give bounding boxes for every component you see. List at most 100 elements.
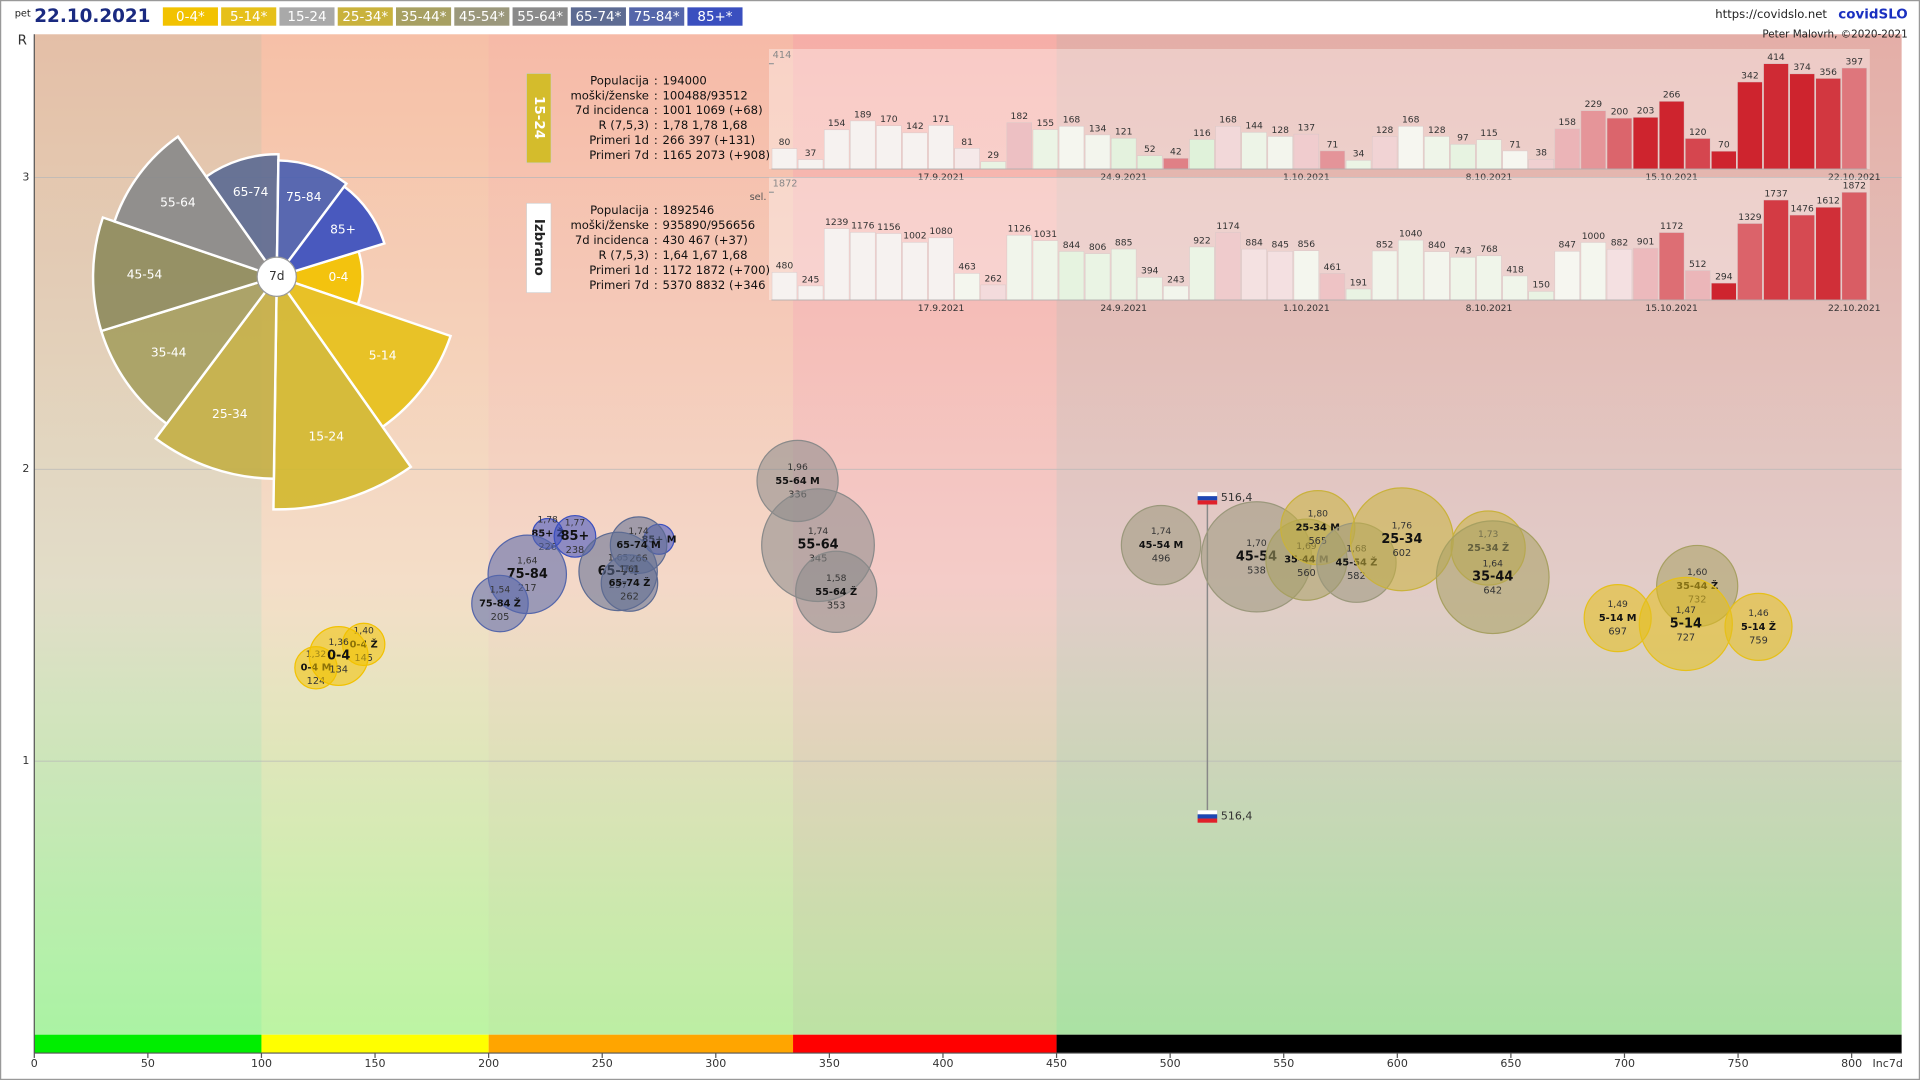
bar-value: 374: [1793, 62, 1811, 73]
bar-value: 480: [776, 261, 794, 272]
legend-chip[interactable]: [279, 7, 335, 26]
bar-value: 168: [1402, 115, 1420, 126]
legend-chip[interactable]: [396, 7, 452, 26]
bar: [1111, 137, 1137, 170]
bar-value: 414: [1767, 52, 1785, 63]
bar-value: 71: [1327, 139, 1339, 150]
bar-value: 397: [1846, 56, 1864, 67]
bar: [980, 161, 1006, 170]
bubble-r-label: 1,40: [353, 625, 374, 636]
bar: [1424, 136, 1450, 170]
y-tick-label: 1: [22, 754, 29, 767]
bar-value: 155: [1037, 118, 1055, 129]
polar-label: 55-64: [160, 195, 196, 209]
bar-value: 168: [1219, 115, 1237, 126]
bar: [1398, 126, 1424, 170]
bar: [850, 120, 876, 170]
y-tick-label: 1872: [773, 179, 798, 190]
x-axis-label: Inc7d: [1873, 1057, 1903, 1070]
bar-value: 266: [1663, 90, 1681, 101]
x-tick-label: 24.9.2021: [1100, 303, 1147, 314]
bubble-name: 55-64: [797, 538, 838, 553]
bar: [1685, 270, 1711, 301]
polar-label: 75-84: [286, 190, 322, 204]
legend-label[interactable]: 45-54*: [459, 10, 505, 25]
legend-label[interactable]: 55-64*: [517, 10, 563, 25]
panel-value: 1,78 1,78 1,68: [662, 118, 747, 132]
bar-value: 1156: [877, 222, 901, 233]
bar: [1215, 232, 1241, 301]
panel-sep: :: [654, 73, 658, 87]
legend-chip[interactable]: [162, 7, 218, 26]
bar: [823, 228, 850, 301]
x-tick-label: 300: [705, 1057, 726, 1070]
bar: [1398, 239, 1424, 301]
panel-value: 430 467 (+37): [662, 233, 747, 247]
legend-chip[interactable]: [512, 7, 568, 26]
polar-label: 45-54: [127, 267, 163, 281]
bar-value: 171: [932, 114, 950, 125]
bubble-x-label: 238: [566, 545, 585, 556]
bubble-x-label: 602: [1393, 548, 1412, 559]
bubble-r-label: 1,80: [1308, 509, 1329, 520]
legend-label[interactable]: 65-74*: [575, 10, 621, 25]
legend-label[interactable]: 75-84*: [634, 10, 680, 25]
legend-chip[interactable]: [221, 7, 277, 26]
bubble-x-label: 727: [1676, 632, 1695, 643]
legend-label[interactable]: 5-14*: [230, 10, 268, 25]
bar: [1815, 78, 1841, 170]
panel-value: 1001 1069 (+68): [662, 103, 762, 117]
bar-value: 38: [1535, 148, 1547, 159]
bar: [1763, 63, 1789, 170]
legend-chip[interactable]: [337, 7, 393, 26]
bar: [1815, 206, 1841, 301]
legend-chip[interactable]: [687, 7, 743, 26]
bubble-r-label: 1,46: [1748, 608, 1769, 619]
legend-chip[interactable]: [629, 7, 685, 26]
bar-value: 294: [1715, 271, 1733, 282]
x-tick-label: 0: [31, 1057, 38, 1070]
flag: [1197, 810, 1218, 815]
bubble-r-label: 1,58: [826, 573, 847, 584]
legend-chip[interactable]: [454, 7, 510, 26]
legend-label[interactable]: 0-4*: [176, 10, 205, 25]
legend-chip[interactable]: [570, 7, 626, 26]
bar: [1841, 67, 1867, 170]
bubble-r-label: 1,64: [1483, 558, 1504, 569]
panel-label: Populacija: [590, 73, 649, 87]
panel-label: R (7,5,3): [599, 248, 649, 262]
panel-value: 935890/956656: [662, 218, 755, 232]
bar-value: 170: [880, 114, 898, 125]
bar: [954, 148, 980, 170]
bar-value: 1002: [903, 231, 926, 242]
bar: [954, 273, 980, 301]
reference-label: 516,4: [1221, 491, 1253, 504]
legend-label[interactable]: 85+*: [697, 10, 732, 25]
bar-value: 356: [1819, 67, 1837, 78]
legend-label[interactable]: 15-24: [287, 10, 326, 25]
legend-label[interactable]: 35-44*: [401, 10, 447, 25]
polar-center: [256, 256, 297, 297]
y-tick-label: 3: [22, 170, 29, 183]
panel-label: 7d incidenca: [575, 233, 649, 247]
bubble-x-label: 134: [329, 665, 348, 676]
panel-label: Primeri 7d: [589, 278, 649, 292]
x-tick-label: 200: [478, 1057, 499, 1070]
bar-value: 168: [1063, 115, 1081, 126]
bar-value: 1126: [1008, 224, 1032, 235]
bubble-x-label: 560: [1297, 568, 1316, 579]
bar: [1632, 117, 1659, 170]
polar-wedge: [273, 274, 453, 429]
bar-value: 191: [1350, 277, 1368, 288]
bar: [1084, 134, 1111, 170]
bar-value: 203: [1637, 106, 1655, 117]
bubble-x-label: 262: [620, 592, 639, 603]
bar: [1137, 277, 1163, 301]
panel-sep: :: [654, 248, 658, 262]
bar: [1554, 128, 1580, 170]
bar: [1841, 192, 1867, 301]
bar-value: 1000: [1582, 231, 1606, 242]
legend-label[interactable]: 25-34*: [342, 10, 388, 25]
bar-value: 1239: [825, 217, 849, 228]
y-tick-label: 2: [22, 462, 29, 475]
